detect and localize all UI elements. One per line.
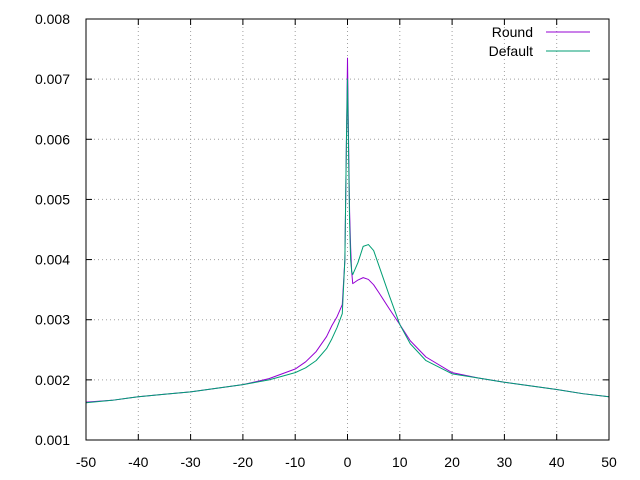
x-tick-label: 10 [392, 454, 408, 470]
legend-label-round: Round [492, 24, 533, 40]
y-tick-label: 0.001 [35, 432, 70, 448]
x-tick-label: 40 [549, 454, 565, 470]
y-tick-label: 0.003 [35, 312, 70, 328]
x-tick-label: 30 [497, 454, 513, 470]
axis-ticks: -50 -40 -30 -20 -10 0 10 20 30 40 50 0.001 0.002 0.00… [35, 11, 617, 470]
x-tick-label: -40 [128, 454, 148, 470]
series-lines [85, 57, 610, 404]
x-tick-label: -30 [180, 454, 200, 470]
x-tick-label: 0 [344, 454, 352, 470]
y-tick-label: 0.007 [35, 71, 70, 87]
y-tick-label: 0.004 [35, 252, 70, 268]
y-tick-label: 0.006 [35, 131, 70, 147]
x-tick-label: 50 [601, 454, 617, 470]
y-tick-label: 0.008 [35, 11, 70, 27]
x-tick-label: -50 [76, 454, 96, 470]
y-tick-label: 0.002 [35, 372, 70, 388]
legend-label-default: Default [489, 43, 533, 59]
x-tick-label: -20 [233, 454, 253, 470]
series-line-default [85, 78, 610, 404]
legend: Round Default [489, 24, 590, 59]
y-tick-label: 0.005 [35, 191, 70, 207]
x-tick-label: -10 [285, 454, 305, 470]
x-tick-label: 20 [444, 454, 460, 470]
